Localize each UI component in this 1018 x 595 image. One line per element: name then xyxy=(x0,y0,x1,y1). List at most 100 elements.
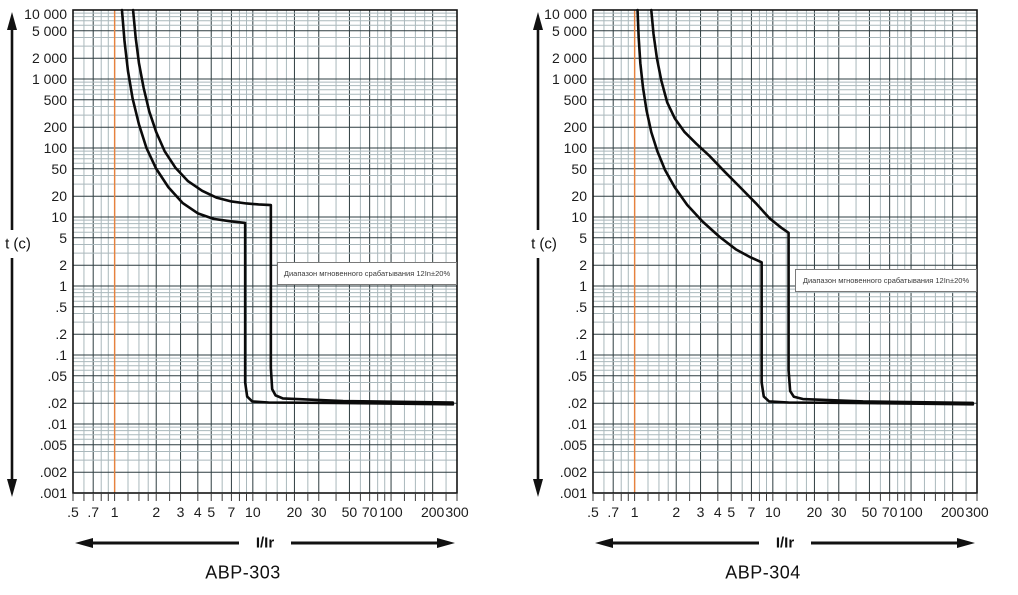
y-tick-label: .001 xyxy=(40,485,67,501)
y-tick-label: 100 xyxy=(564,140,588,156)
time-axis-arrow xyxy=(533,12,543,497)
annotation-instantaneous-range: Диапазон мгновенного срабатывания 12In±2… xyxy=(277,262,457,285)
y-tick-label: 2 xyxy=(59,257,67,273)
x-tick-label: 5 xyxy=(727,504,735,520)
x-tick-label: 4 xyxy=(194,504,202,520)
chart-title-avr-304: АВР-304 xyxy=(725,562,801,583)
y-tick-label: .5 xyxy=(575,299,587,315)
plot-border xyxy=(72,9,458,494)
log-grid xyxy=(593,9,978,494)
chart-title-avr-303: АВР-303 xyxy=(205,562,281,583)
trip-curve-upper xyxy=(649,8,975,405)
x-tick-label: .5 xyxy=(587,504,599,520)
y-tick-label: 2 000 xyxy=(552,50,587,66)
trip-curve-lower xyxy=(120,8,455,406)
x-tick-label: 70 xyxy=(882,504,898,520)
y-tick-label: 1 xyxy=(59,278,67,294)
x-tick-label: 200 xyxy=(941,504,965,520)
arrow-down-icon xyxy=(533,479,543,497)
y-tick-label: 50 xyxy=(571,161,587,177)
current-axis-arrow xyxy=(595,538,975,548)
y-tick-label: .002 xyxy=(40,464,67,480)
y-tick-label: .01 xyxy=(48,416,68,432)
y-tick-label: 200 xyxy=(564,119,588,135)
time-axis-arrow xyxy=(7,12,17,497)
x-axis-ticks xyxy=(72,493,458,501)
x-tick-labels: .5 .7 1 2 3 4 5 7 10 20 30 50 70 100 200 300 xyxy=(587,504,989,520)
y-tick-label: 100 xyxy=(44,140,68,156)
y-tick-label: 10 000 xyxy=(544,6,587,22)
y-tick-label: .02 xyxy=(48,395,68,411)
x-tick-label: 7 xyxy=(228,504,236,520)
x-tick-label: 10 xyxy=(245,504,261,520)
x-tick-label: 2 xyxy=(672,504,680,520)
x-tick-label: 70 xyxy=(362,504,378,520)
x-tick-label: 1 xyxy=(111,504,119,520)
y-tick-label: 50 xyxy=(51,161,67,177)
x-tick-label: 100 xyxy=(379,504,403,520)
current-axis-arrow xyxy=(75,538,455,548)
arrow-up-icon xyxy=(7,12,17,30)
arrow-down-icon xyxy=(7,479,17,497)
y-tick-label: .1 xyxy=(55,347,67,363)
x-tick-label: 10 xyxy=(765,504,781,520)
arrow-right-icon xyxy=(957,538,975,548)
x-tick-label: 100 xyxy=(899,504,923,520)
x-tick-label: 20 xyxy=(807,504,823,520)
x-tick-label: 200 xyxy=(421,504,445,520)
plot-border xyxy=(592,9,978,494)
x-axis-label: I/Ir xyxy=(255,534,275,552)
arrow-left-icon xyxy=(75,538,93,548)
trip-curves xyxy=(120,8,455,406)
y-tick-label: 10 xyxy=(51,209,67,225)
y-tick-label: 500 xyxy=(44,92,68,108)
trip-curves xyxy=(636,8,975,406)
y-tick-label: .05 xyxy=(568,368,588,384)
y-tick-label: .001 xyxy=(560,485,587,501)
y-tick-label: 10 000 xyxy=(24,6,67,22)
x-tick-label: 30 xyxy=(311,504,327,520)
x-tick-label: 2 xyxy=(152,504,160,520)
y-tick-label: 1 000 xyxy=(32,71,67,87)
annotation-instantaneous-range: Диапазон мгновенного срабатывания 12In±2… xyxy=(795,269,977,292)
x-tick-label: 30 xyxy=(831,504,847,520)
x-tick-label: 50 xyxy=(862,504,878,520)
x-tick-label: 7 xyxy=(748,504,756,520)
y-tick-label: 1 xyxy=(579,278,587,294)
y-tick-label: 2 xyxy=(579,257,587,273)
arrow-up-icon xyxy=(533,12,543,30)
x-tick-label: .5 xyxy=(67,504,79,520)
y-tick-label: .2 xyxy=(575,326,587,342)
y-tick-label: 1 000 xyxy=(552,71,587,87)
x-axis-label: I/Ir xyxy=(775,534,795,552)
y-tick-label: 10 xyxy=(571,209,587,225)
y-tick-label: 20 xyxy=(571,188,587,204)
x-tick-label: 3 xyxy=(177,504,185,520)
arrow-right-icon xyxy=(437,538,455,548)
y-axis-label: t (c) xyxy=(5,235,31,253)
y-tick-label: .5 xyxy=(55,299,67,315)
y-tick-label: .1 xyxy=(575,347,587,363)
y-axis-label: t (c) xyxy=(531,235,557,253)
y-tick-label: 200 xyxy=(44,119,68,135)
y-tick-label: 2 000 xyxy=(32,50,67,66)
y-tick-label: 20 xyxy=(51,188,67,204)
y-tick-label: 5 xyxy=(579,230,587,246)
y-tick-label: .05 xyxy=(48,368,68,384)
arrow-left-icon xyxy=(595,538,613,548)
x-tick-label: .7 xyxy=(607,504,619,520)
y-tick-label: .005 xyxy=(40,437,67,453)
x-tick-label: .7 xyxy=(87,504,99,520)
x-tick-label: 4 xyxy=(714,504,722,520)
y-tick-label: .005 xyxy=(560,437,587,453)
x-tick-label: 5 xyxy=(207,504,215,520)
x-axis-ticks xyxy=(592,493,978,501)
y-tick-label: .01 xyxy=(568,416,588,432)
y-tick-label: 5 xyxy=(59,230,67,246)
x-tick-label: 3 xyxy=(697,504,705,520)
